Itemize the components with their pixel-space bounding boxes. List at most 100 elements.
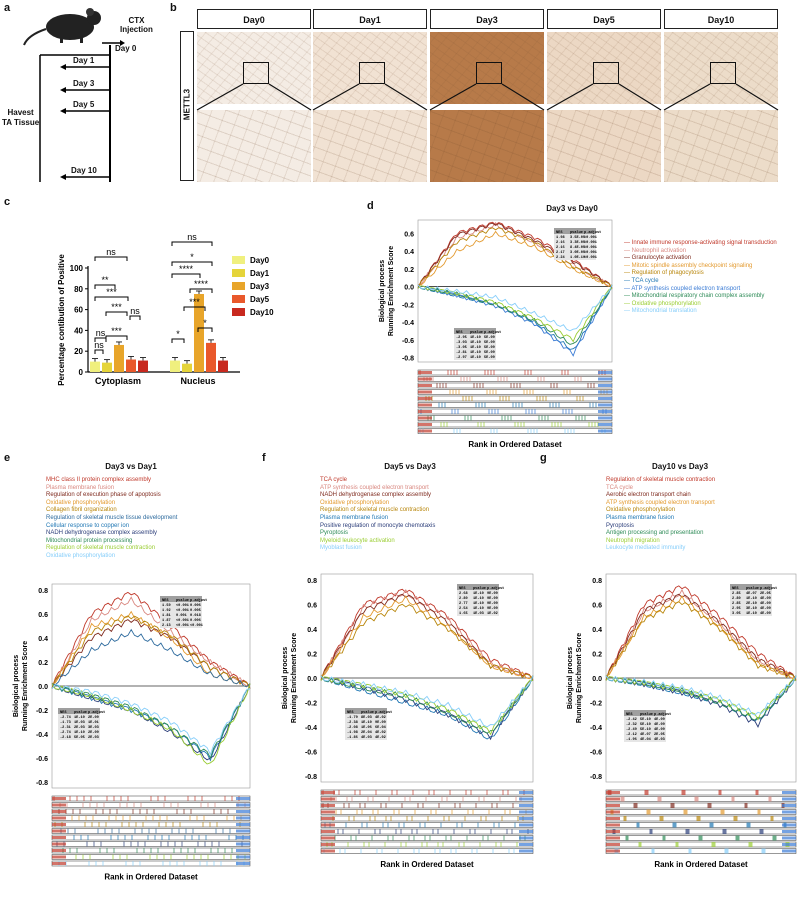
stat-cell: 1E-10 bbox=[473, 592, 484, 596]
legend-entry: Regulation of skeletal muscle contractio… bbox=[606, 477, 716, 483]
stat-cell: 3E-03 bbox=[88, 726, 99, 730]
enrichment-curve bbox=[320, 593, 534, 681]
rank-strip bbox=[51, 860, 251, 867]
stat-cell: 4E-07 bbox=[746, 592, 757, 596]
enrichment-curve bbox=[320, 603, 534, 681]
stat-cell: 1E-03 bbox=[473, 612, 484, 616]
rank-strip bbox=[320, 802, 534, 809]
enrichment-curve bbox=[51, 615, 251, 689]
y-tick-label: 0.4 bbox=[592, 627, 602, 634]
legend-entry: ATP synthesis coupled electron transport bbox=[320, 484, 429, 491]
rank-gradient-high bbox=[321, 836, 335, 840]
legend-label: Day1 bbox=[250, 269, 270, 278]
stat-cell: <0.001 bbox=[584, 240, 597, 245]
y-tick-label: 0.4 bbox=[307, 627, 317, 634]
zoom-lines bbox=[546, 83, 662, 111]
significance-label: ns bbox=[96, 328, 106, 338]
rank-gradient-high bbox=[418, 403, 432, 407]
y-tick-label: 0 bbox=[79, 368, 84, 377]
legend-swatch bbox=[232, 256, 245, 264]
stat-cell: 5E-10 bbox=[640, 728, 651, 732]
stat-cell: NES bbox=[162, 599, 169, 603]
stat-cell: 2.80 bbox=[459, 597, 468, 601]
timeline-day3: Day 3 bbox=[73, 79, 95, 88]
legend-entry: — Mitochondrial respiratory chain comple… bbox=[624, 293, 765, 300]
stat-cell: 8.4E-05 bbox=[570, 246, 585, 250]
rank-gradient-low bbox=[519, 849, 533, 853]
stat-cell: 5E-09 bbox=[484, 341, 495, 345]
rank-strip bbox=[605, 796, 797, 802]
gsea-plot: 0.6 0.4 0.2 0.0 -0.2 -0.4 -0.6 -0.8 Biological p… bbox=[379, 219, 613, 449]
stat-cell: <0.001 bbox=[584, 235, 597, 240]
y-tick-label: -0.2 bbox=[305, 700, 317, 707]
stat-cell: 3.0E-05 bbox=[570, 251, 585, 255]
legend-swatch bbox=[232, 308, 245, 316]
stat-cell: 0.005 bbox=[190, 609, 201, 613]
significance-bracket bbox=[171, 241, 213, 246]
stat-cell: 4E-02 bbox=[375, 716, 386, 720]
rank-gradient-low bbox=[598, 371, 612, 374]
rank-gradient-low bbox=[236, 849, 250, 852]
stat-cell: pvalue bbox=[640, 712, 653, 717]
day-header-1: Day1 bbox=[313, 9, 427, 29]
significance-label: ns bbox=[130, 306, 140, 316]
enrichment-curve bbox=[51, 610, 251, 688]
ihc-image-lowmag bbox=[547, 32, 661, 104]
rank-gradient-high bbox=[606, 791, 620, 794]
significance-bracket bbox=[197, 327, 213, 332]
ihc-image-highmag bbox=[430, 110, 544, 182]
legend-entry: Positive regulation of monocyte chemotax… bbox=[320, 522, 436, 529]
ihc-image-lowmag bbox=[313, 32, 427, 104]
stat-cell: 1E-10 bbox=[470, 351, 481, 355]
panel-label-e: e bbox=[4, 452, 11, 464]
rank-gradient-low bbox=[782, 810, 796, 814]
ihc-image-highmag bbox=[313, 110, 427, 182]
stat-cell: 4E-07 bbox=[640, 733, 651, 737]
stat-cell: 9E-09 bbox=[487, 607, 498, 611]
stat-cell: pvalue bbox=[361, 710, 374, 715]
y-tick-label: 0.0 bbox=[404, 285, 414, 292]
rank-strip bbox=[605, 848, 797, 854]
rank-gradient-low bbox=[236, 803, 250, 807]
stat-cell: -2.31 bbox=[60, 726, 71, 730]
stat-cell: 4E-02 bbox=[375, 731, 386, 735]
significance-bracket bbox=[94, 349, 104, 354]
stat-cell: 2.77 bbox=[459, 602, 468, 606]
stat-cell: 1.92 bbox=[162, 609, 171, 613]
stat-cell: 1E-10 bbox=[473, 607, 484, 611]
significance-label: *** bbox=[111, 302, 122, 312]
stat-cell: 2E-05 bbox=[654, 733, 665, 737]
rank-gradient-low bbox=[782, 804, 796, 807]
rank-gradient-high bbox=[321, 823, 335, 827]
rank-strip bbox=[51, 815, 251, 821]
legend-entry: Regulation of skeletal muscle contractio… bbox=[46, 545, 156, 552]
stat-cell: 9E-09 bbox=[487, 602, 498, 606]
stat-cell: -2.18 bbox=[60, 736, 71, 740]
legend-swatch bbox=[232, 282, 245, 290]
stat-cell: <0.001 bbox=[176, 608, 189, 613]
stat-cell: 5E-09 bbox=[484, 351, 495, 355]
y-tick-label: -0.6 bbox=[305, 749, 317, 756]
rank-gradient-high bbox=[606, 823, 620, 827]
gsea-title: Day5 vs Day3 bbox=[384, 462, 436, 471]
y-tick-label: -0.4 bbox=[402, 320, 414, 327]
legend-swatch bbox=[232, 269, 245, 277]
stat-cell: <0.001 bbox=[584, 245, 597, 250]
bar bbox=[218, 360, 228, 372]
day-header-0: Day0 bbox=[197, 9, 311, 29]
rank-gradient-high bbox=[418, 429, 432, 433]
rank-strip bbox=[320, 848, 534, 854]
mouse-icon bbox=[23, 8, 101, 46]
stat-table-header-bg bbox=[345, 708, 387, 714]
significance-bracket bbox=[94, 296, 129, 301]
row-label-box: METTL3 bbox=[180, 31, 194, 181]
enrichment-curve bbox=[51, 684, 251, 760]
enrichment-curve bbox=[417, 284, 613, 332]
rank-gradient-low bbox=[236, 810, 250, 813]
stat-cell: -1.73 bbox=[60, 721, 71, 725]
rank-strip bbox=[320, 789, 534, 796]
stat-cell: 1E-10 bbox=[74, 716, 85, 720]
stat-cell: 4E-02 bbox=[375, 736, 386, 740]
legend-entry: Oxidative phosphorylation bbox=[606, 507, 676, 514]
y-axis-label: Biological process Running Enrichment Sco… bbox=[379, 246, 395, 336]
